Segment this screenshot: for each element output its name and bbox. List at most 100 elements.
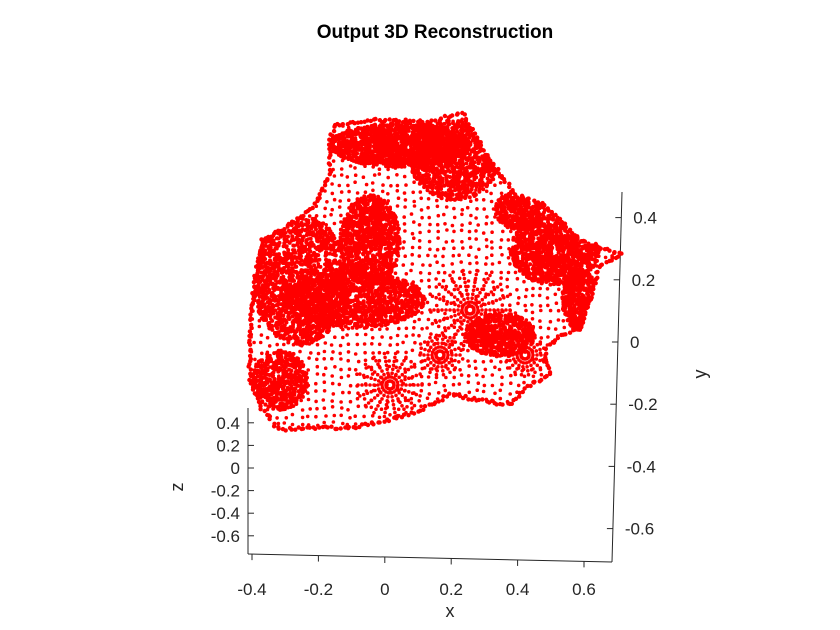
data-point: [260, 315, 265, 320]
data-point: [371, 351, 375, 355]
data-point: [531, 293, 535, 298]
data-point: [323, 189, 327, 193]
data-point: [285, 328, 290, 333]
data-point: [391, 152, 396, 157]
data-point: [454, 178, 459, 183]
data-point: [444, 375, 448, 380]
data-point: [339, 167, 344, 171]
data-point: [409, 156, 414, 161]
data-point: [373, 137, 378, 142]
data-point: [482, 158, 487, 163]
data-point: [470, 157, 475, 161]
data-point: [421, 263, 425, 267]
data-point: [400, 156, 405, 161]
data-point: [499, 270, 504, 275]
data-point: [331, 350, 335, 354]
data-point: [459, 228, 464, 233]
data-point: [298, 248, 303, 253]
data-point: [441, 278, 446, 283]
data-point: [346, 342, 351, 347]
data-point: [362, 414, 366, 419]
data-point: [412, 132, 417, 137]
data-point: [441, 254, 445, 259]
data-point: [260, 298, 265, 303]
data-point: [287, 283, 291, 288]
data-point: [363, 358, 368, 363]
data-point: [403, 205, 407, 209]
data-point: [402, 191, 407, 195]
data-point: [271, 276, 276, 281]
data-point: [455, 153, 459, 158]
data-point: [474, 216, 478, 220]
data-point: [282, 261, 287, 265]
data-point: [300, 415, 305, 420]
data-point: [312, 263, 317, 268]
data-point: [275, 273, 280, 278]
data-point: [498, 396, 503, 401]
data-point: [338, 199, 343, 203]
data-point: [500, 303, 505, 307]
data-point: [324, 250, 329, 255]
data-point: [419, 404, 423, 409]
data-point: [257, 303, 262, 307]
data-point: [294, 256, 299, 261]
data-point: [410, 245, 415, 250]
data-point: [427, 215, 432, 220]
data-point: [458, 368, 462, 372]
data-point: [321, 326, 326, 331]
data-point: [441, 295, 446, 300]
data-point: [443, 326, 447, 330]
data-point: [499, 276, 503, 280]
data-point: [460, 135, 465, 140]
data-point: [477, 159, 482, 164]
data-point: [482, 277, 486, 282]
data-point: [330, 182, 334, 186]
data-point: [354, 143, 359, 148]
data-point: [314, 399, 318, 404]
data-point: [261, 255, 266, 260]
data-point: [522, 380, 526, 385]
data-point: [275, 262, 280, 267]
data-point: [434, 147, 439, 152]
data-point: [539, 336, 544, 340]
data-point: [420, 215, 424, 220]
data-point: [443, 125, 447, 130]
data-point: [484, 221, 489, 226]
data-point: [467, 236, 472, 241]
data-point: [363, 350, 367, 355]
data-point: [339, 400, 343, 404]
data-point: [295, 272, 300, 276]
data-point: [417, 239, 422, 243]
data-point: [322, 232, 327, 237]
data-point: [438, 124, 443, 129]
data-point: [267, 324, 272, 329]
data-point: [395, 204, 400, 208]
data-point: [545, 296, 550, 300]
point-cloud: [246, 110, 624, 433]
data-point: [401, 263, 406, 267]
data-point: [295, 237, 299, 242]
data-point: [395, 342, 400, 347]
data-point: [381, 143, 386, 147]
data-point: [276, 294, 281, 299]
data-point: [265, 282, 270, 287]
data-point: [308, 336, 313, 340]
data-point: [451, 173, 456, 178]
data-point: [377, 167, 382, 171]
data-point: [465, 205, 470, 210]
data-point: [273, 242, 278, 246]
data-point: [279, 327, 284, 332]
data-point: [378, 327, 382, 332]
data-point: [403, 398, 408, 403]
data-point: [267, 270, 272, 275]
data-point: [256, 298, 261, 303]
data-point: [379, 127, 384, 132]
data-point: [333, 253, 338, 258]
data-point: [275, 416, 279, 420]
data-point: [307, 356, 311, 360]
data-point: [309, 324, 313, 329]
data-point: [436, 213, 441, 218]
data-point: [457, 253, 461, 257]
data-point: [383, 159, 388, 164]
data-point: [530, 317, 535, 321]
